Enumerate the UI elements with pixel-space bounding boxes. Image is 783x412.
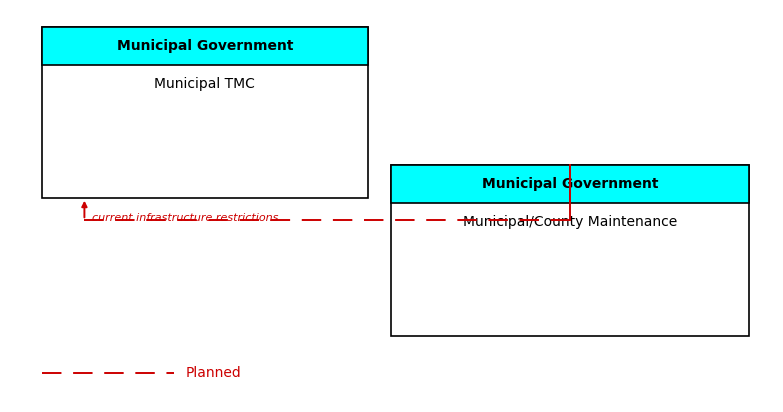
Text: Municipal Government: Municipal Government: [117, 39, 293, 53]
Bar: [41, 27, 368, 65]
Bar: [392, 165, 749, 203]
Text: Municipal/County Maintenance: Municipal/County Maintenance: [464, 215, 677, 229]
Text: current infrastructure restrictions: current infrastructure restrictions: [92, 213, 279, 223]
Text: Planned: Planned: [186, 365, 241, 379]
Bar: [392, 165, 749, 336]
Text: Municipal TMC: Municipal TMC: [154, 77, 255, 91]
Text: Municipal Government: Municipal Government: [482, 177, 659, 191]
Bar: [41, 27, 368, 198]
